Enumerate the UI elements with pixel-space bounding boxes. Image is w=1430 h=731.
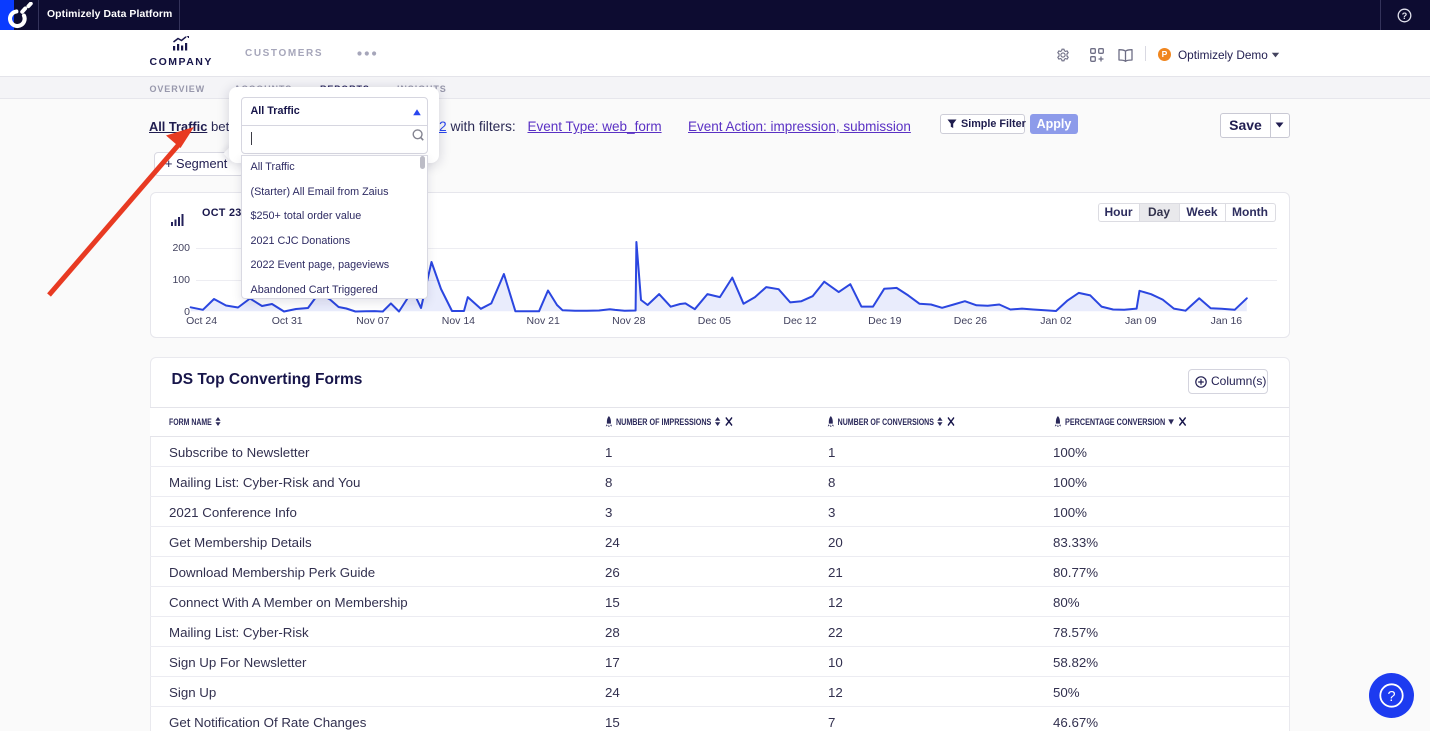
svg-text:?: ? (1402, 11, 1408, 21)
svg-text:?: ? (1387, 689, 1395, 705)
